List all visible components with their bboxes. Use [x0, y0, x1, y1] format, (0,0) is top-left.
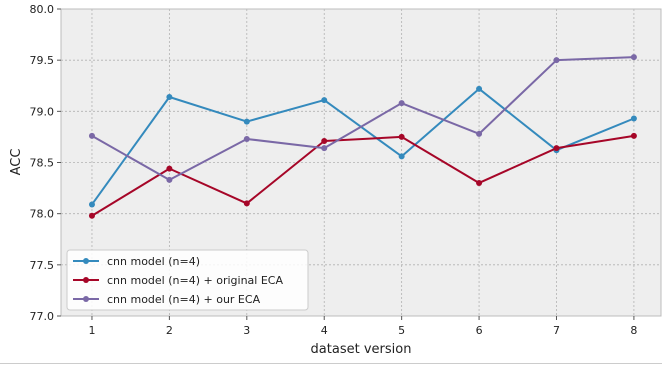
y-tick-label: 77.0	[30, 310, 55, 323]
legend-item: cnn model (n=4) + our ECA	[73, 293, 261, 306]
series-line	[91, 56, 634, 181]
data-point	[243, 118, 250, 125]
data-point	[321, 97, 328, 104]
x-tick-label: 5	[398, 324, 405, 337]
data-point	[88, 201, 95, 208]
x-tick-label: 3	[243, 324, 250, 337]
series-line	[91, 134, 635, 217]
legend-label: cnn model (n=4) + original ECA	[107, 274, 283, 287]
data-point	[398, 153, 405, 160]
x-axis-ticks: 1 2 3 4 5 6 7 8	[88, 316, 637, 337]
data-point	[88, 212, 95, 219]
x-axis-label: dataset version	[311, 342, 412, 357]
x-tick-label: 1	[88, 324, 95, 337]
series-group	[88, 54, 637, 219]
data-point	[398, 100, 405, 107]
data-point	[166, 94, 173, 101]
data-point	[166, 176, 173, 183]
data-point	[321, 145, 328, 152]
legend-marker	[83, 296, 89, 302]
data-point	[476, 85, 483, 92]
data-point	[321, 138, 328, 145]
legend-item: cnn model (n=4)	[73, 255, 200, 268]
legend: cnn model (n=4) cnn model (n=4) + origina…	[66, 249, 309, 311]
x-tick-label: 7	[553, 324, 560, 337]
legend-item: cnn model (n=4) + original ECA	[73, 274, 283, 287]
data-point	[553, 57, 560, 64]
legend-label: cnn model (n=4)	[107, 255, 200, 268]
y-tick-label: 78.0	[30, 208, 55, 221]
data-point	[243, 200, 250, 207]
data-point	[398, 133, 405, 140]
y-axis-ticks: 77.0 77.5 78.0 78.5 79.0 79.5 80.0	[30, 3, 61, 323]
data-point	[630, 132, 637, 139]
data-point	[476, 179, 483, 186]
data-point	[630, 54, 637, 61]
data-point	[553, 145, 560, 152]
y-axis-label: ACC	[9, 149, 24, 176]
data-point	[630, 115, 637, 122]
y-tick-label: 78.5	[30, 157, 55, 170]
legend-marker	[83, 258, 89, 264]
y-tick-label: 79.5	[30, 54, 55, 67]
x-tick-label: 8	[630, 324, 637, 337]
x-tick-label: 4	[321, 324, 328, 337]
x-tick-label: 2	[166, 324, 173, 337]
series-line	[91, 87, 635, 206]
data-point	[88, 132, 95, 139]
data-point	[476, 130, 483, 137]
legend-label: cnn model (n=4) + our ECA	[107, 293, 261, 306]
y-tick-label: 79.0	[30, 105, 55, 118]
y-tick-label: 77.5	[30, 259, 55, 272]
data-point	[166, 165, 173, 172]
legend-marker	[83, 277, 89, 283]
legend-box	[66, 249, 309, 311]
series-2	[88, 132, 637, 219]
data-point	[243, 135, 250, 142]
x-tick-label: 6	[476, 324, 483, 337]
series-3	[88, 54, 637, 183]
y-tick-label: 80.0	[30, 3, 55, 16]
